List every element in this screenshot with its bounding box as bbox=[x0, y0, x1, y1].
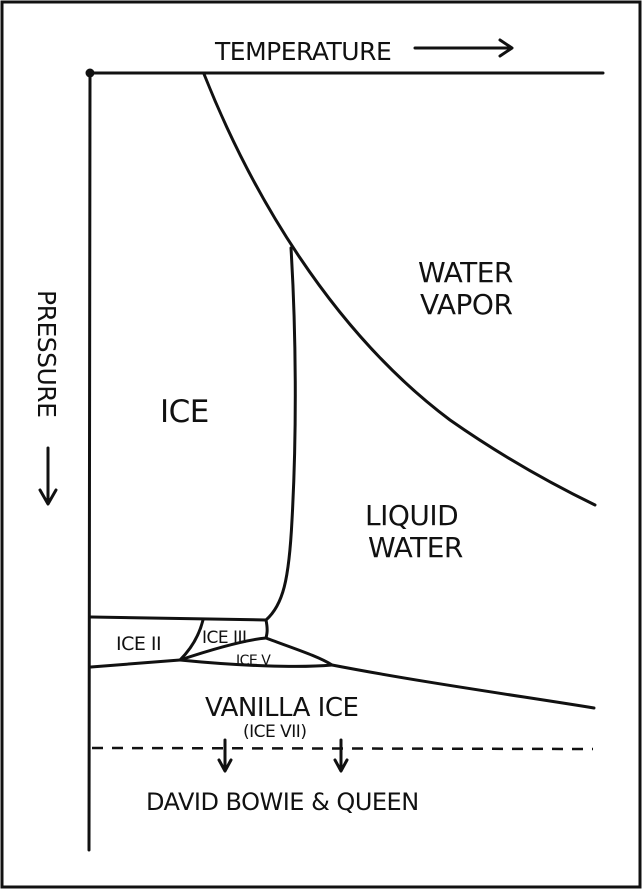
pressure-arrow bbox=[38, 446, 58, 506]
pressure-axis-line bbox=[87, 71, 92, 852]
water-vapor-label-line1: WATER bbox=[418, 256, 513, 289]
david-bowie-queen-label: DAVID BOWIE & QUEEN bbox=[146, 788, 419, 816]
ice-ii-top-boundary bbox=[89, 615, 268, 622]
down-arrow-right bbox=[333, 738, 349, 773]
pressure-axis-label: PRESSURE bbox=[32, 290, 61, 417]
water-vapor-label-line2: VAPOR bbox=[420, 288, 512, 321]
temperature-axis-label: TEMPERATURE bbox=[214, 37, 391, 66]
ice-iii-right-boundary bbox=[264, 618, 269, 640]
ice-ii-bottom-boundary bbox=[89, 658, 182, 669]
ice-ii-label: ICE II bbox=[116, 633, 161, 655]
down-arrow-left bbox=[217, 738, 233, 773]
melting-curve bbox=[264, 246, 297, 622]
ice-region-label: ICE bbox=[160, 394, 209, 430]
liquid-water-label-line2: WATER bbox=[368, 531, 463, 564]
vanilla-ice-label: VANILLA ICE bbox=[205, 693, 358, 723]
vaporization-curve bbox=[202, 72, 597, 507]
ice-iii-v-boundary bbox=[178, 636, 268, 662]
ice-v-boundary bbox=[264, 636, 334, 667]
temperature-arrow bbox=[413, 38, 514, 58]
ice-iii-label: ICE III bbox=[202, 628, 247, 648]
vanilla-ice-sublabel: (ICE VII) bbox=[243, 722, 306, 742]
liquid-water-label-line1: LIQUID bbox=[365, 499, 458, 532]
vanilla-ice-top-boundary bbox=[330, 663, 596, 710]
ice-v-bottom-boundary bbox=[178, 658, 334, 668]
ice-v-label: ICE V bbox=[236, 653, 271, 669]
